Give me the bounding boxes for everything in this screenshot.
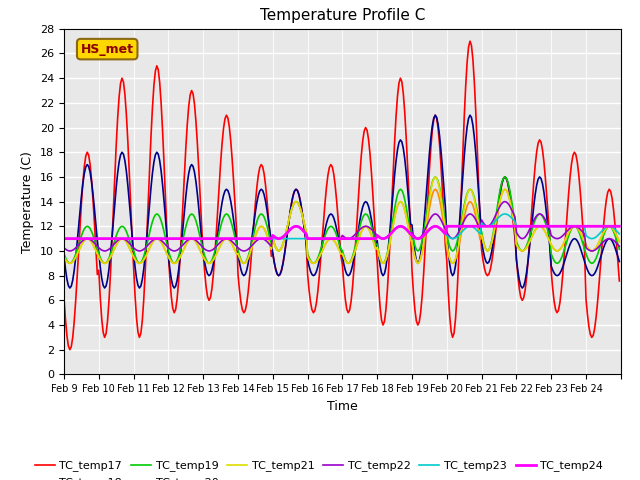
TC_temp23	[501, 211, 509, 217]
TC_temp22	[81, 237, 88, 242]
TC_temp21	[614, 236, 621, 241]
TC_temp21	[66, 261, 74, 266]
TC_temp24	[443, 223, 451, 229]
TC_temp21	[459, 215, 467, 220]
TC_temp22	[66, 248, 74, 254]
TC_temp22	[616, 243, 623, 249]
Text: HS_met: HS_met	[81, 43, 134, 56]
TC_temp19	[81, 226, 88, 232]
Line: TC_temp18: TC_temp18	[64, 115, 620, 288]
TC_temp23	[456, 231, 464, 237]
TC_temp18	[97, 264, 104, 270]
TC_temp18	[616, 259, 623, 264]
TC_temp23	[540, 223, 548, 229]
TC_temp19	[431, 174, 439, 180]
TC_temp17	[614, 259, 621, 264]
TC_temp17	[616, 278, 623, 284]
TC_temp17	[66, 347, 74, 353]
TC_temp21	[98, 259, 106, 264]
TC_temp20	[614, 236, 621, 241]
TC_temp17	[541, 176, 549, 181]
TC_temp20	[458, 230, 465, 236]
TC_temp22	[458, 224, 465, 229]
TC_temp19	[98, 258, 106, 264]
TC_temp17	[60, 296, 68, 301]
Line: TC_temp20: TC_temp20	[64, 189, 620, 264]
TC_temp21	[81, 238, 88, 243]
TC_temp21	[348, 258, 355, 264]
TC_temp22	[98, 247, 106, 253]
TC_temp23	[616, 231, 623, 237]
TC_temp21	[616, 239, 623, 244]
TC_temp24	[60, 236, 68, 241]
Line: TC_temp19: TC_temp19	[64, 177, 620, 264]
TC_temp20	[60, 254, 68, 260]
TC_temp23	[60, 236, 68, 241]
TC_temp24	[79, 236, 86, 241]
TC_temp21	[60, 254, 68, 260]
TC_temp23	[346, 236, 353, 241]
TC_temp23	[612, 228, 620, 234]
TC_temp18	[518, 285, 526, 291]
Y-axis label: Temperature (C): Temperature (C)	[22, 151, 35, 252]
Line: TC_temp24: TC_temp24	[64, 226, 620, 239]
TC_temp24	[616, 223, 623, 229]
TC_temp21	[541, 229, 549, 235]
TC_temp22	[60, 245, 68, 251]
TC_temp20	[348, 258, 355, 264]
TC_temp17	[81, 164, 88, 169]
TC_temp17	[348, 299, 355, 304]
TC_temp22	[501, 199, 509, 204]
TC_temp19	[60, 251, 68, 257]
TC_temp20	[541, 229, 549, 235]
TC_temp18	[346, 272, 353, 277]
TC_temp24	[540, 223, 548, 229]
TC_temp19	[614, 241, 621, 247]
Title: Temperature Profile C: Temperature Profile C	[260, 9, 425, 24]
TC_temp18	[541, 201, 549, 206]
TC_temp22	[348, 235, 355, 241]
TC_temp20	[98, 259, 106, 264]
TC_temp17	[98, 316, 106, 322]
TC_temp17	[458, 190, 465, 195]
TC_temp24	[612, 223, 620, 229]
TC_temp23	[79, 236, 86, 241]
X-axis label: Time: Time	[327, 400, 358, 413]
TC_temp23	[97, 236, 104, 241]
TC_temp19	[348, 257, 355, 263]
TC_temp22	[541, 217, 549, 223]
TC_temp20	[501, 186, 509, 192]
TC_temp21	[431, 174, 439, 180]
TC_temp19	[541, 220, 549, 226]
TC_temp24	[346, 236, 353, 241]
Legend: TC_temp17, TC_temp18, TC_temp19, TC_temp20, TC_temp21, TC_temp22, TC_temp23, TC_: TC_temp17, TC_temp18, TC_temp19, TC_temp…	[31, 456, 607, 480]
TC_temp22	[614, 242, 621, 248]
TC_temp20	[616, 239, 623, 244]
TC_temp19	[616, 246, 623, 252]
Line: TC_temp22: TC_temp22	[64, 202, 620, 251]
TC_temp24	[97, 236, 104, 241]
TC_temp18	[431, 112, 439, 118]
TC_temp20	[81, 238, 88, 243]
TC_temp18	[614, 254, 621, 260]
TC_temp18	[79, 180, 86, 186]
Line: TC_temp23: TC_temp23	[64, 214, 620, 239]
TC_temp24	[458, 223, 465, 229]
TC_temp19	[66, 261, 74, 266]
TC_temp18	[60, 253, 68, 259]
Line: TC_temp21: TC_temp21	[64, 177, 620, 264]
TC_temp17	[466, 38, 474, 44]
TC_temp19	[459, 210, 467, 216]
TC_temp18	[458, 194, 465, 200]
TC_temp20	[66, 261, 74, 266]
Line: TC_temp17: TC_temp17	[64, 41, 620, 350]
